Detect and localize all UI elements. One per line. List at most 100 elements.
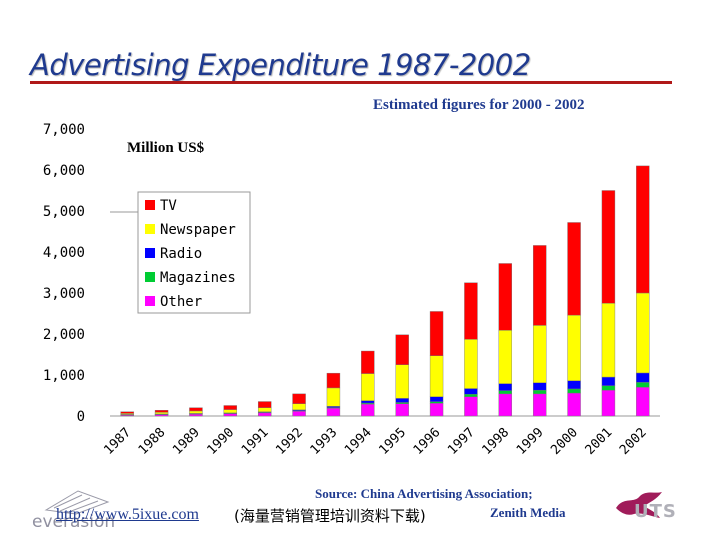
bar-segment-other-1991 bbox=[257, 412, 272, 417]
bar-segment-tv-2000 bbox=[567, 222, 581, 316]
bar-segment-newspaper-1995 bbox=[395, 364, 409, 399]
bar-segment-radio-1994 bbox=[361, 400, 375, 404]
x-tick-label: 1999 bbox=[514, 425, 547, 458]
bar-segment-newspaper-1992 bbox=[292, 403, 306, 411]
bar-segment-radio-2000 bbox=[567, 380, 581, 390]
legend-label-tv: TV bbox=[160, 198, 177, 214]
y-tick-label: 7,000 bbox=[43, 122, 85, 138]
bar-segment-other-2000 bbox=[567, 392, 581, 417]
x-tick-label: 1996 bbox=[411, 425, 444, 458]
bar-segment-magazines-1996 bbox=[429, 401, 444, 404]
estimate-note: Estimated figures for 2000 - 2002 bbox=[373, 97, 585, 113]
bar-segment-tv-1997 bbox=[464, 282, 478, 340]
legend-swatch-radio bbox=[145, 248, 155, 258]
bar-segment-tv-1995 bbox=[395, 334, 409, 365]
bar-chart: 0 1,000 2,000 3,000 4,000 5,000 6,000 7,000 1987… bbox=[43, 122, 660, 458]
bar-segment-tv-1993 bbox=[326, 372, 341, 389]
bar-segment-other-1998 bbox=[498, 393, 513, 417]
x-tick-label: 1997 bbox=[445, 425, 478, 458]
bar-segment-tv-1991 bbox=[257, 401, 272, 408]
x-tick-label: 2000 bbox=[548, 425, 581, 458]
unit-label: Million US$ bbox=[127, 140, 205, 156]
legend-label-other: Other bbox=[160, 294, 202, 310]
x-tick-label: 1998 bbox=[479, 425, 512, 458]
bar-segment-radio-1995 bbox=[395, 398, 409, 403]
y-tick-label: 3,000 bbox=[43, 286, 85, 302]
bar-segment-tv-2001 bbox=[601, 190, 616, 304]
bar-segment-tv-1992 bbox=[292, 393, 306, 404]
everasion-logo-icon bbox=[32, 486, 116, 521]
x-tick-label: 1995 bbox=[376, 425, 409, 458]
bar-segment-magazines-1997 bbox=[464, 394, 478, 397]
title-underline bbox=[30, 81, 672, 84]
bar-segment-other-1992 bbox=[292, 410, 306, 417]
legend-label-magazines: Magazines bbox=[160, 270, 236, 286]
bar-segment-magazines-1999 bbox=[532, 389, 547, 395]
legend-swatch-magazines bbox=[145, 272, 155, 282]
source-chinese-note: (海量营销管理培训资料下载) bbox=[234, 507, 426, 525]
x-tick-label: 1993 bbox=[308, 425, 341, 458]
bar-segment-tv-2002 bbox=[636, 165, 650, 294]
bar-segment-other-2002 bbox=[636, 387, 650, 417]
legend-swatch-newspaper bbox=[145, 224, 155, 234]
bar-segment-newspaper-1994 bbox=[361, 373, 375, 401]
legend-label-newspaper: Newspaper bbox=[160, 222, 236, 238]
x-tick-label: 2002 bbox=[617, 425, 650, 458]
dragon-logo-icon bbox=[612, 488, 666, 527]
bar-segment-other-2001 bbox=[601, 389, 616, 417]
bar-segment-newspaper-1988 bbox=[154, 412, 169, 415]
uts-logo-text: UTS bbox=[634, 501, 677, 522]
bar-segment-newspaper-2000 bbox=[567, 314, 581, 381]
bar-segment-magazines-2000 bbox=[567, 388, 581, 394]
bar-segment-other-1993 bbox=[326, 408, 341, 417]
y-tick-label: 0 bbox=[77, 409, 85, 425]
bar-segment-newspaper-1991 bbox=[257, 407, 272, 412]
bar-segment-newspaper-2002 bbox=[636, 292, 650, 374]
bar-segment-tv-1988 bbox=[154, 410, 169, 413]
x-tick-label: 1988 bbox=[136, 425, 169, 458]
bar-segment-radio-1996 bbox=[429, 396, 444, 402]
bar-segment-magazines-2002 bbox=[636, 382, 650, 388]
bar-segment-tv-1998 bbox=[498, 263, 513, 331]
x-tick-label: 2001 bbox=[583, 425, 616, 458]
x-tick-label: 1987 bbox=[101, 425, 134, 458]
bar-segment-radio-2002 bbox=[636, 372, 650, 383]
legend-swatch-other bbox=[145, 296, 155, 306]
bar-segment-tv-1990 bbox=[223, 405, 238, 410]
x-tick-label: 1991 bbox=[239, 425, 272, 458]
bar-segment-radio-1997 bbox=[464, 388, 478, 395]
source-line-1: Source: China Advertising Association; bbox=[315, 486, 533, 501]
bar-segment-radio-1999 bbox=[532, 382, 547, 391]
bar-segment-tv-1987 bbox=[120, 411, 134, 414]
y-tick-label: 4,000 bbox=[43, 245, 85, 261]
bar-segment-magazines-2001 bbox=[601, 385, 616, 391]
x-tick-label: 1989 bbox=[170, 425, 203, 458]
y-tick-label: 1,000 bbox=[43, 368, 85, 384]
x-tick-label: 1990 bbox=[204, 425, 237, 458]
source-link[interactable]: http://www.5ixue.com bbox=[56, 506, 199, 523]
bar-segment-tv-1989 bbox=[189, 407, 203, 412]
bar-segment-radio-1998 bbox=[498, 383, 513, 391]
y-tick-label: 6,000 bbox=[43, 163, 85, 179]
bar-segment-tv-1996 bbox=[429, 311, 444, 356]
x-tick-label: 1994 bbox=[342, 425, 375, 458]
bar-segment-newspaper-1989 bbox=[189, 410, 203, 414]
bar-segment-other-1994 bbox=[361, 403, 375, 417]
bar-segment-newspaper-1997 bbox=[464, 339, 478, 389]
bar-segment-newspaper-1990 bbox=[223, 409, 238, 414]
bar-segment-newspaper-1999 bbox=[532, 325, 547, 383]
bar-segment-other-1999 bbox=[532, 393, 547, 417]
y-tick-label: 2,000 bbox=[43, 327, 85, 343]
legend-box bbox=[137, 191, 251, 314]
bar-segment-newspaper-1998 bbox=[498, 330, 513, 384]
everasion-logo-text: everasion bbox=[32, 512, 116, 532]
bar-segment-newspaper-1993 bbox=[326, 387, 341, 407]
y-tick-label: 5,000 bbox=[43, 204, 85, 220]
source-line-2: Zenith Media bbox=[490, 505, 566, 520]
bar-segment-radio-2001 bbox=[601, 376, 616, 386]
bar-segment-newspaper-1996 bbox=[429, 355, 444, 397]
page-title: Advertising Expenditure 1987-2002 bbox=[30, 48, 531, 82]
bar-segment-other-1995 bbox=[395, 403, 409, 417]
legend-label-radio: Radio bbox=[160, 246, 202, 262]
bar-segment-tv-1999 bbox=[532, 245, 547, 326]
